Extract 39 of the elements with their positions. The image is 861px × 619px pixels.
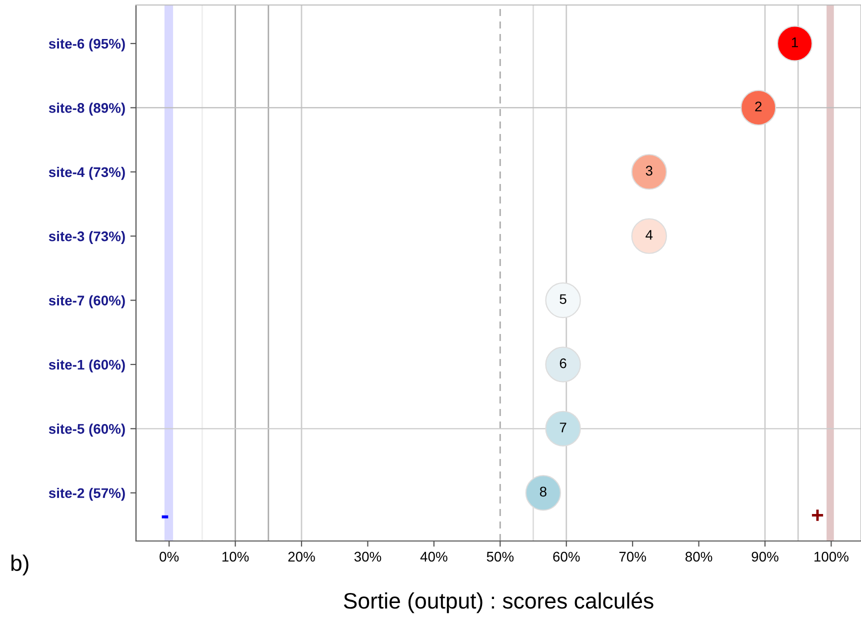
annotation: 6 <box>560 358 566 368</box>
point <box>631 218 667 254</box>
x-axis-title: Sortie (output) : scores calculés <box>344 592 654 614</box>
point <box>545 282 581 318</box>
annotation: 2 <box>755 102 762 112</box>
x-tick-label: 10% <box>222 552 249 562</box>
x-tick-label: 90% <box>752 552 778 562</box>
y-tick-label: site-5 (60%) <box>48 424 125 437</box>
point <box>740 90 776 126</box>
annotation: 5 <box>560 294 566 304</box>
x-tick-label: 100% <box>814 552 848 562</box>
y-tick-label: site-7 (60%) <box>48 295 125 308</box>
point <box>776 26 813 62</box>
x-tick-label: 60% <box>553 552 580 562</box>
annotation: + <box>812 510 824 521</box>
y-tick-label: site-4 (73%) <box>48 166 125 180</box>
x-tick-label: 40% <box>420 552 448 562</box>
x-tick-label: 80% <box>685 552 712 562</box>
annotation: - <box>162 515 168 518</box>
point <box>525 475 562 511</box>
y-tick-label: site-8 (89%) <box>48 102 125 116</box>
point <box>545 346 581 382</box>
annotation: 3 <box>646 166 652 176</box>
x-tick-label: 20% <box>288 552 315 562</box>
annotation: 1 <box>792 38 798 48</box>
point <box>545 410 581 447</box>
annotation: 4 <box>646 230 653 240</box>
x-tick-label: 0% <box>160 552 179 562</box>
point <box>631 154 667 190</box>
x-tick-label: 50% <box>486 552 514 562</box>
x-tick-label: 70% <box>619 552 646 562</box>
y-tick-label: site-2 (57%) <box>48 488 125 501</box>
annotation: 7 <box>560 422 566 432</box>
y-tick-label: site-1 (60%) <box>48 359 125 372</box>
y-tick-label: site-3 (73%) <box>48 231 125 244</box>
annotation: 8 <box>540 486 546 497</box>
y-tick-label: site-6 (95%) <box>48 38 125 52</box>
text: b) <box>11 554 28 576</box>
x-tick-label: 30% <box>354 552 382 562</box>
